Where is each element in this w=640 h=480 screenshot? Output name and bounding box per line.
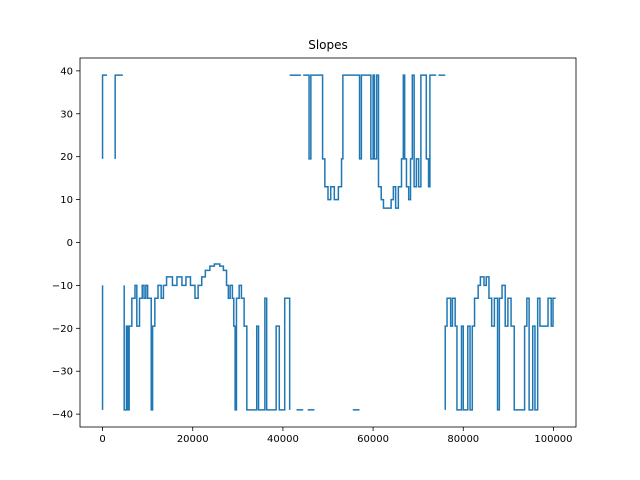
- x-tick-label: 40000: [267, 434, 299, 445]
- y-tick-label: 40: [60, 66, 73, 77]
- y-tick-label: 30: [60, 109, 73, 120]
- axes-layer: 0 20000 40000 60000 80000 100000 −40 −30 −20 −10 0…: [52, 57, 577, 445]
- series-0-segment-10: [444, 276, 556, 411]
- y-tick-label: −30: [52, 367, 73, 378]
- series-layer: [101, 74, 556, 411]
- y-tick-label: −40: [52, 410, 73, 421]
- y-tick-label: 10: [60, 195, 73, 206]
- series-0-segment-3: [123, 263, 291, 411]
- series-0-segment-0: [101, 74, 108, 159]
- x-tick-label: 100000: [534, 434, 572, 445]
- x-tick-label: 80000: [447, 434, 479, 445]
- chart-title: Slopes: [308, 38, 348, 52]
- y-tick-label: −20: [52, 324, 73, 335]
- y-tick-label: 20: [60, 152, 73, 163]
- y-tick-label: −10: [52, 281, 73, 292]
- series-0-segment-1: [114, 74, 123, 159]
- series-0-segment-8: [303, 74, 437, 209]
- x-tick-label: 0: [99, 434, 105, 445]
- y-tick-label: 0: [67, 238, 73, 249]
- x-tick-label: 20000: [177, 434, 209, 445]
- x-tick-label: 60000: [357, 434, 389, 445]
